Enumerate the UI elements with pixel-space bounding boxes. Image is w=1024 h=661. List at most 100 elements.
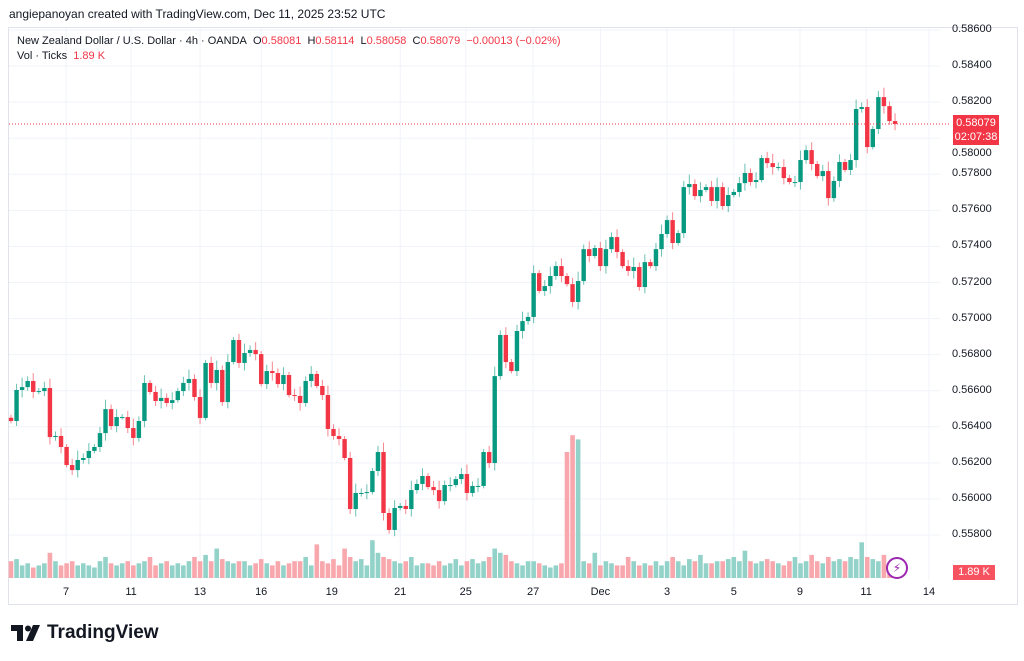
price-tick-label: 0.56400 [952,419,992,432]
candle-up [631,266,636,271]
candle-down [881,97,887,107]
candle-up [92,446,97,451]
candle-down [131,428,136,438]
candle-down [559,266,564,277]
volume-bar [314,544,320,578]
volume-bar [225,561,231,578]
candle-down [64,446,69,466]
volume-bar [203,554,208,578]
candle-down [770,163,775,168]
time-tick-label: 19 [325,586,338,598]
volume-bar [164,561,169,578]
candle-up [553,266,559,277]
volume-bar [58,565,64,578]
candle-down [509,362,514,372]
candle-down [208,362,214,383]
volume-bar [158,563,164,578]
candle-down [325,395,331,429]
volume-label[interactable]: Vol · Ticks [17,50,68,62]
candle-up [225,362,231,403]
close-value: 0.58079 [420,35,461,47]
volume-bar [69,561,75,578]
volume-bar [453,559,459,578]
time-tick-label: Dec [590,586,611,598]
candle-down [314,373,319,387]
volume-bar [92,567,97,578]
time-tick-label: 3 [664,586,671,598]
candle-down [614,237,620,253]
volume-bar [258,559,264,578]
candle-up [375,452,381,471]
volume-bar [197,561,203,578]
volume-bar [664,561,670,578]
volume-bar [625,557,631,578]
volume-bar [30,567,36,578]
volume-bar [670,557,675,578]
time-tick-label: 21 [394,586,407,598]
volume-bar [403,561,409,578]
volume-bar [353,561,359,578]
candle-up [687,184,692,188]
volume-bar [86,565,92,578]
candle-down [31,380,36,392]
candle-up [548,276,553,287]
volume-bar [864,557,870,578]
volume-bar [386,559,392,578]
volume-bar [358,559,364,578]
chart-legend: New Zealand Dollar / U.S. Dollar · 4h · … [17,34,561,64]
candle-down [842,162,848,170]
volume-bar [503,554,509,578]
candle-up [475,485,481,487]
candle-up [309,373,314,381]
volume-bar [219,559,225,578]
tradingview-logo[interactable]: TradingView [11,622,159,644]
candle-down [887,106,892,122]
volume-bar [675,561,681,578]
volume-bar [703,563,709,578]
candle-down [892,121,898,124]
candle-down [809,150,814,165]
candle-up [581,249,586,282]
candle-down [826,171,831,199]
candle-up [453,479,458,486]
time-tick-label: 11 [860,586,872,598]
time-tick-label: 27 [526,586,540,598]
volume-bar [36,565,42,578]
candle-up [737,183,742,192]
candle-down [192,378,197,398]
price-tick-label: 0.57000 [952,311,992,324]
candle-down [220,369,225,403]
candle-up [203,362,208,418]
volume-bar [548,567,553,578]
volume-bar [253,563,258,578]
volume-bar [497,552,503,578]
volume-bar [586,563,592,578]
candle-down [781,167,787,179]
close-label: C [412,35,421,47]
candle-up [876,97,881,130]
candle-up [759,158,764,181]
candle-up [181,382,186,392]
candle-up [370,470,375,493]
candle-up [820,171,825,177]
candle-up [798,160,803,183]
volume-bar [559,563,564,578]
candle-up [247,349,253,354]
volume-bar [342,548,347,578]
candle-up [592,248,597,256]
ohlc-row: New Zealand Dollar / U.S. Dollar · 4h · … [17,34,561,49]
candle-down [625,266,631,271]
time-tick-label: 11 [125,586,137,598]
candle-down [58,435,64,447]
volume-bar [108,563,114,578]
candle-up [703,187,709,190]
symbol-title[interactable]: New Zealand Dollar / U.S. Dollar · 4h · … [17,35,247,47]
volume-bar [442,565,447,578]
time-tick-label: 16 [255,586,268,598]
volume-bar [820,563,826,578]
lightning-icon[interactable]: ⚡ [886,557,908,579]
candle-up [97,433,103,447]
volume-bar [103,557,108,578]
volume-bar [753,563,759,578]
